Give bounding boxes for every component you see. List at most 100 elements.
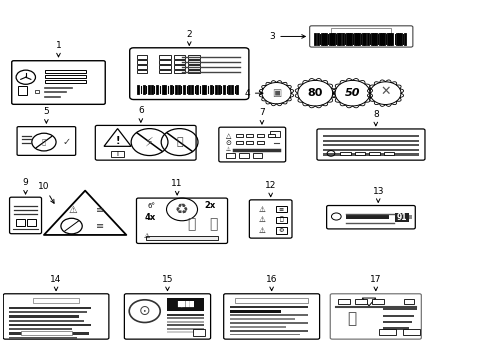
Bar — [372, 299, 384, 304]
Bar — [159, 55, 171, 59]
Bar — [230, 322, 308, 324]
Bar — [174, 60, 185, 64]
Text: i: i — [117, 151, 119, 157]
Bar — [9, 337, 77, 339]
Bar — [18, 86, 27, 95]
Text: ⓟ: ⓟ — [42, 139, 46, 145]
Text: 🔧: 🔧 — [176, 137, 183, 147]
Text: 6: 6 — [138, 107, 144, 122]
Bar — [159, 65, 171, 68]
Bar — [339, 299, 350, 304]
Text: ▣: ▣ — [272, 88, 281, 98]
Bar — [9, 307, 92, 309]
Bar — [230, 314, 308, 316]
Text: 17: 17 — [370, 275, 382, 291]
Bar — [331, 28, 391, 33]
Bar — [188, 70, 200, 73]
Bar — [230, 326, 286, 328]
Text: 80: 80 — [308, 88, 323, 98]
Bar — [174, 70, 185, 73]
Bar — [323, 149, 419, 151]
Bar — [45, 75, 86, 78]
Bar — [9, 328, 72, 330]
Text: 5: 5 — [44, 107, 49, 123]
Bar — [45, 70, 86, 73]
Text: 9: 9 — [23, 178, 28, 194]
Bar — [168, 321, 204, 323]
Bar — [340, 152, 351, 155]
Bar — [410, 215, 412, 219]
Bar — [138, 70, 147, 73]
Text: ⚙: ⚙ — [278, 228, 284, 233]
FancyBboxPatch shape — [219, 127, 286, 162]
Text: ⚠: ⚠ — [259, 226, 266, 235]
Bar — [403, 329, 419, 335]
Bar — [276, 216, 287, 223]
Bar — [323, 144, 419, 146]
Bar — [34, 90, 39, 93]
Text: ⚠: ⚠ — [225, 147, 230, 152]
Bar — [33, 298, 79, 303]
Bar — [355, 299, 367, 304]
FancyBboxPatch shape — [12, 61, 105, 104]
Text: 13: 13 — [372, 186, 384, 202]
Bar — [188, 60, 200, 64]
Bar — [9, 311, 87, 313]
Text: ⚠: ⚠ — [259, 204, 266, 213]
Bar — [355, 152, 366, 155]
Bar — [225, 153, 235, 158]
Bar — [383, 321, 412, 323]
FancyBboxPatch shape — [124, 294, 211, 339]
Bar — [235, 298, 309, 303]
Bar — [384, 152, 394, 155]
Text: ≡: ≡ — [279, 207, 284, 212]
Text: ⊙: ⊙ — [225, 140, 231, 146]
FancyBboxPatch shape — [327, 206, 416, 229]
Text: △: △ — [225, 133, 231, 139]
FancyBboxPatch shape — [17, 127, 75, 156]
Bar — [21, 331, 72, 334]
Text: ✕: ✕ — [380, 85, 391, 98]
Text: 8: 8 — [373, 110, 379, 126]
Text: ⊙: ⊙ — [139, 304, 150, 318]
Text: 🚗: 🚗 — [188, 217, 196, 231]
Text: ♻: ♻ — [175, 202, 189, 217]
Text: 🧑: 🧑 — [347, 311, 356, 326]
Bar — [168, 331, 204, 333]
Text: ████: ████ — [177, 301, 194, 307]
Text: 50: 50 — [345, 88, 360, 98]
Bar — [276, 206, 287, 212]
Bar — [159, 60, 171, 64]
Bar — [257, 134, 264, 137]
Bar — [138, 55, 147, 59]
Bar — [345, 215, 389, 219]
Bar — [395, 213, 410, 222]
Text: 1: 1 — [55, 41, 61, 57]
Bar — [9, 332, 89, 334]
Bar — [111, 151, 124, 157]
Text: ✓: ✓ — [63, 137, 71, 147]
Bar — [369, 152, 380, 155]
Bar — [138, 60, 147, 64]
Bar — [230, 310, 281, 312]
Bar — [193, 329, 205, 336]
Bar — [9, 320, 84, 321]
FancyBboxPatch shape — [330, 294, 421, 339]
Bar — [188, 65, 200, 68]
Text: ≡: ≡ — [96, 205, 104, 215]
Text: 10: 10 — [38, 182, 54, 203]
Bar — [159, 70, 171, 73]
Text: 7: 7 — [259, 108, 265, 124]
Bar — [404, 299, 414, 304]
Bar — [383, 315, 414, 317]
Text: ⚠: ⚠ — [259, 215, 266, 224]
Bar — [174, 65, 185, 68]
Bar — [323, 153, 419, 156]
FancyBboxPatch shape — [249, 200, 292, 238]
Text: 🚛: 🚛 — [209, 217, 218, 231]
Bar — [146, 236, 219, 240]
Text: 2: 2 — [187, 30, 192, 45]
Bar — [236, 134, 243, 137]
FancyBboxPatch shape — [317, 129, 425, 160]
Bar — [239, 153, 249, 158]
